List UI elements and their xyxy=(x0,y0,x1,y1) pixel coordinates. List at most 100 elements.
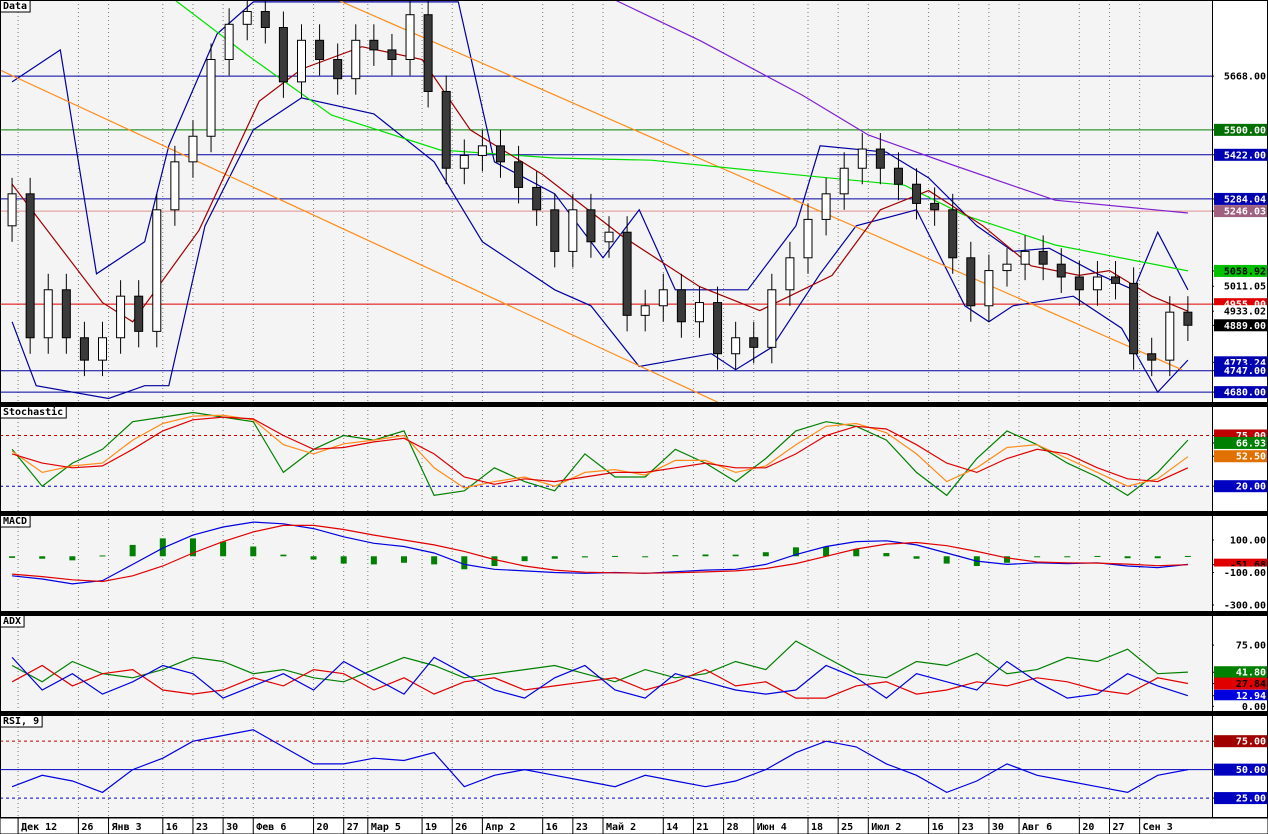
histogram-bar xyxy=(159,538,166,557)
candle-body xyxy=(1002,263,1012,272)
histogram-bar xyxy=(370,556,377,565)
indicator-line xyxy=(11,46,1189,323)
y-tick-label: 50.00 xyxy=(1236,765,1266,776)
y-tick-box xyxy=(1214,677,1268,690)
candle-body xyxy=(622,231,632,316)
histogram-bar xyxy=(401,556,407,563)
candle-body xyxy=(296,39,306,83)
y-tick-label: 12.94 xyxy=(1236,691,1266,702)
x-tick-label: 30 xyxy=(992,822,1004,833)
y-tick-label: 20.00 xyxy=(1236,482,1266,493)
candle-body xyxy=(98,337,108,361)
y-tick-label: 75.00 xyxy=(1236,431,1266,442)
y-tick-label: 41.80 xyxy=(1236,668,1266,679)
candle-body xyxy=(351,39,361,80)
histogram-bar xyxy=(943,556,950,564)
x-tick-label: Июн 4 xyxy=(757,822,787,833)
y-tick-box xyxy=(1214,192,1268,205)
indicator-line xyxy=(11,729,1189,794)
candle-body xyxy=(441,90,451,169)
y-tick-label: 4889.00 xyxy=(1224,321,1266,332)
y-tick-label: 5011.05 xyxy=(1224,282,1266,293)
indicator-line xyxy=(174,0,1189,272)
panel-separator xyxy=(0,403,1268,406)
indicator-line xyxy=(11,97,1189,400)
panel-title-box xyxy=(0,0,31,13)
y-tick-label: 4933.02 xyxy=(1224,307,1266,318)
candle-body xyxy=(586,209,596,243)
histogram-bar xyxy=(129,544,136,557)
histogram-bar xyxy=(39,556,46,559)
candle-body xyxy=(1092,276,1102,291)
candle-body xyxy=(495,145,505,163)
x-tick-label: 26 xyxy=(81,822,93,833)
candle-body xyxy=(170,161,180,211)
x-tick-label: 16 xyxy=(546,822,558,833)
y-tick-label: 5058.92 xyxy=(1224,266,1266,277)
y-tick-label: 25.00 xyxy=(1236,794,1266,805)
y-tick-box xyxy=(1214,264,1268,277)
panel-background xyxy=(0,715,1212,818)
panel-plot xyxy=(0,715,1212,818)
x-tick-label: 18 xyxy=(811,822,823,833)
histogram-bar xyxy=(581,556,588,558)
x-tick-label: 27 xyxy=(1112,822,1124,833)
y-tick-box xyxy=(1214,280,1268,293)
x-tick-label: 30 xyxy=(226,822,238,833)
histogram-bar xyxy=(702,554,709,557)
candle-body xyxy=(1074,276,1084,291)
histogram-bar xyxy=(1003,556,1010,563)
candle-body xyxy=(875,148,885,169)
y-tick-box xyxy=(1214,364,1268,377)
x-tick-label: Авг 6 xyxy=(1022,822,1052,833)
x-tick-label: 14 xyxy=(666,822,678,833)
candle-body xyxy=(640,305,650,316)
x-tick-label: Май 2 xyxy=(606,821,636,833)
panel-title: MACD xyxy=(3,516,27,527)
y-tick-box xyxy=(1214,792,1268,805)
indicator-line xyxy=(11,664,1189,699)
x-tick-label: 20 xyxy=(317,822,329,833)
x-tick-label: 28 xyxy=(727,822,739,833)
x-tick-label: Апр 2 xyxy=(485,822,515,833)
panel-separator xyxy=(0,612,1268,615)
candle-body xyxy=(912,183,922,204)
panel-separator xyxy=(0,712,1268,715)
histogram-bar xyxy=(883,553,890,557)
x-axis-background xyxy=(0,817,1268,834)
candle-body xyxy=(857,148,867,169)
histogram-bar xyxy=(1124,556,1131,559)
y-tick-label: 100.00 xyxy=(1230,536,1266,547)
candle-body xyxy=(1020,250,1030,265)
panel-plot xyxy=(9,515,1191,612)
histogram-bar xyxy=(792,547,799,557)
candle-body xyxy=(278,27,288,83)
x-tick-label: 16 xyxy=(166,822,178,833)
panel-title: Data xyxy=(3,1,27,12)
histogram-bar xyxy=(853,548,860,557)
y-tick-box xyxy=(1214,599,1268,612)
candle-body xyxy=(713,302,723,355)
indicator-line xyxy=(337,0,1183,371)
candle-body xyxy=(333,58,343,80)
panel-title: Stochastic xyxy=(3,406,63,418)
y-tick-box xyxy=(1214,148,1268,161)
y-tick-label: 75.00 xyxy=(1236,737,1266,748)
candle-body xyxy=(25,193,35,339)
indicator-line xyxy=(12,524,1188,583)
x-tick-label: 27 xyxy=(347,822,359,833)
indicator-line xyxy=(11,414,1189,489)
candle-body xyxy=(1056,263,1066,278)
x-tick-label: 16 xyxy=(932,822,944,833)
candle-body xyxy=(731,337,741,355)
candle-body xyxy=(1111,276,1121,284)
candle-body xyxy=(604,231,614,243)
candle-body xyxy=(821,193,831,220)
histogram-bar xyxy=(431,556,438,565)
histogram-bar xyxy=(1094,555,1101,557)
indicator-line xyxy=(11,416,1189,485)
histogram-bar xyxy=(732,554,739,557)
histogram-bar xyxy=(521,556,528,562)
y-tick-box xyxy=(1214,666,1268,679)
y-tick-box xyxy=(1214,450,1268,463)
